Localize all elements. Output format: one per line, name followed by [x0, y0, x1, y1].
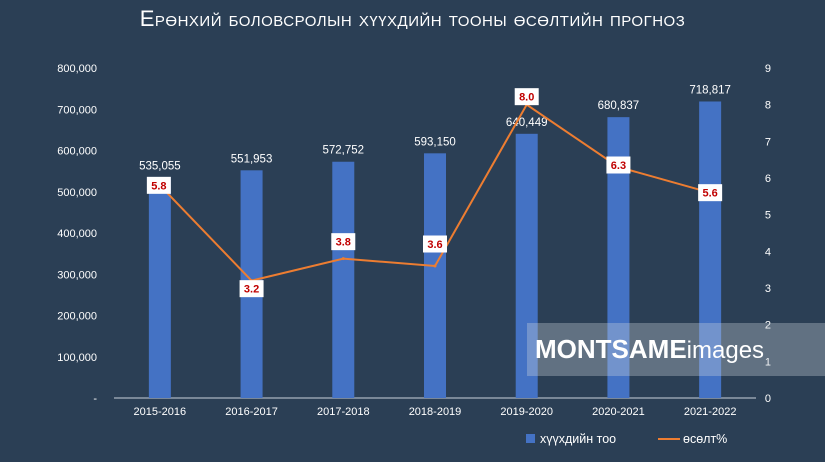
point-value-label: 6.3 — [611, 160, 626, 172]
y-left-tick-label: 500,000 — [57, 187, 97, 199]
point-value-label: 3.6 — [427, 239, 442, 251]
bars — [148, 101, 722, 399]
y-right-tick-label: 9 — [765, 63, 771, 75]
bar-labels: 535,055 551,953 572,752 593,150 640,449 680,8… — [139, 84, 731, 172]
x-tick-label: 2020-2021 — [592, 406, 645, 418]
growth-point — [433, 264, 437, 268]
legend-line-label: өсөлт% — [683, 432, 727, 446]
y-right-tick-label: 0 — [765, 393, 771, 405]
y-right-tick-label: 4 — [765, 246, 771, 258]
bar — [424, 153, 446, 398]
watermark-logo: MONTSAMEimages — [527, 323, 825, 376]
bar-value-label: 593,150 — [414, 136, 456, 148]
bar-value-label: 680,837 — [598, 100, 640, 112]
bar — [607, 117, 630, 399]
point-value-label: 3.8 — [336, 237, 351, 249]
y-left-tick-label: - — [93, 393, 97, 405]
y-left-tick-label: 200,000 — [57, 311, 97, 323]
point-label-box — [514, 88, 539, 106]
bar — [515, 133, 538, 398]
point-labels: 5.8 3.2 3.8 3.6 8.0 6.3 5.6 — [146, 88, 723, 298]
y-right-tick-label: 2 — [765, 320, 771, 332]
bar-value-label: 551,953 — [231, 153, 273, 165]
x-tick-label: 2018-2019 — [409, 406, 462, 418]
x-tick-label: 2019-2020 — [500, 406, 553, 418]
point-value-label: 8.0 — [519, 92, 534, 104]
watermark-bold-text: MONTSAME — [535, 334, 687, 364]
bar-value-label: 640,449 — [506, 117, 548, 129]
watermark-regular-text: images — [686, 337, 765, 364]
legend-bar-label: хүүхдийн тоо — [540, 432, 616, 446]
y-left-tick-label: 100,000 — [57, 352, 97, 364]
point-value-label: 5.6 — [702, 188, 717, 200]
legend: хүүхдийн тоо өсөлт% — [526, 432, 727, 446]
y-left-tick-label: 300,000 — [57, 269, 97, 281]
bar-value-label: 535,055 — [139, 160, 181, 172]
x-tick-label: 2015-2016 — [134, 406, 187, 418]
y-right-tick-label: 6 — [765, 173, 771, 185]
y-left-tick-label: 400,000 — [57, 228, 97, 240]
y-right-tick-label: 7 — [765, 136, 771, 148]
point-label-box — [331, 233, 356, 251]
y-left-tick-label: 600,000 — [57, 146, 97, 158]
bar-value-label: 718,817 — [689, 84, 731, 96]
y-right-tick-label: 1 — [765, 356, 771, 368]
y-left-tick-label: 800,000 — [57, 63, 97, 75]
y-right-tick-label: 5 — [765, 210, 771, 222]
y-right-tick-label: 8 — [765, 100, 771, 112]
x-tick-label: 2016-2017 — [225, 406, 278, 418]
point-label-box — [146, 176, 171, 194]
bar — [699, 101, 722, 399]
axes: - 100,000 200,000 300,000 400,000 500,000 600,… — [57, 63, 771, 418]
point-label-box — [606, 156, 631, 174]
bar — [332, 161, 355, 398]
chart-title: Ерөнхий боловсролын хүүхдийн тооны өсөлт… — [139, 6, 686, 31]
y-right-tick-label: 3 — [765, 283, 771, 295]
point-label-box — [239, 280, 264, 298]
growth-point — [341, 257, 345, 261]
point-label-box — [423, 235, 447, 253]
bar — [148, 177, 171, 398]
x-tick-label: 2017-2018 — [317, 406, 370, 418]
point-label-box — [698, 184, 723, 202]
bar-value-label: 572,752 — [322, 145, 364, 157]
y-left-tick-label: 700,000 — [57, 104, 97, 116]
point-value-label: 5.8 — [151, 180, 166, 192]
point-value-label: 3.2 — [244, 284, 259, 296]
legend-bar-swatch — [526, 434, 535, 443]
x-tick-label: 2021-2022 — [684, 406, 737, 418]
